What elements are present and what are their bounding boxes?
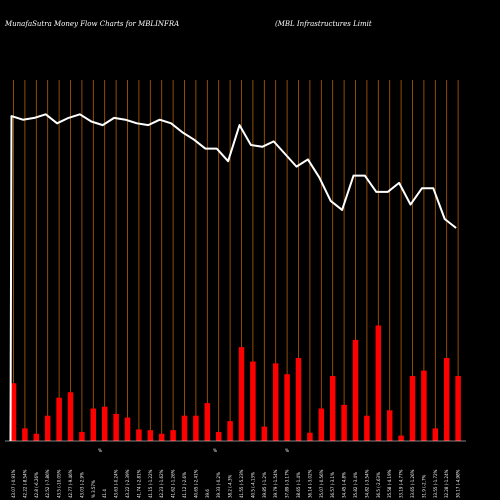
tick-label: 36.14 (-3.02% (307, 469, 312, 498)
bar (295, 357, 302, 441)
tick-label: 30.17 (-4.98% (456, 469, 461, 498)
bar (227, 421, 233, 441)
bar (329, 376, 336, 441)
bar (56, 397, 62, 441)
x-axis-tick-labels: 43.07 (-0.91% 42.22 (-8.54% 42.8 (-6.26% 42… (11, 469, 461, 498)
bar (67, 392, 74, 441)
bar (193, 415, 199, 441)
center-marker: % (213, 448, 217, 453)
volume-bars (10, 325, 461, 441)
bar (364, 415, 370, 441)
bar (443, 357, 450, 441)
tick-label: 34.45 (-4.8% (342, 472, 347, 498)
tick-label: 32.28 (-1.24% (444, 469, 449, 498)
bar (375, 325, 382, 441)
tick-label: 41.15 (-1.22% (148, 469, 153, 498)
bar (147, 430, 154, 441)
bar (455, 376, 461, 441)
tick-label: 43.03 (-2.9% (79, 472, 84, 498)
tick-label: 43.5 (-10.05% (57, 469, 62, 498)
bar (22, 428, 28, 441)
bar (204, 403, 211, 441)
price-line (9, 113, 457, 442)
bar (250, 361, 256, 441)
bar (261, 426, 268, 441)
bar (215, 431, 222, 441)
center-markers: %%% (98, 448, 289, 453)
tick-label: 42.77 (-9.46% (68, 469, 73, 498)
bar (44, 415, 51, 441)
tick-label: 39.33 (-0.2% (216, 472, 221, 498)
chart-title: MunafaSutra Money Flow Charts for MBLINF… (4, 20, 179, 28)
bar (421, 370, 427, 441)
tick-label: 37.89 (-3.17% (285, 469, 290, 498)
tick-label: 42.52 (-7.86% (45, 469, 50, 498)
bar (158, 433, 165, 441)
bar (136, 429, 142, 441)
tick-label: 39.6 (205, 489, 210, 498)
tick-label: 42.8 (-6.26% (34, 472, 39, 498)
bar (113, 413, 119, 441)
bar (170, 430, 176, 441)
tick-label: 33.55 (-1.72% (433, 469, 438, 498)
bar (386, 410, 393, 441)
tick-label: 35.82 (-3.4% (353, 472, 358, 498)
bar (352, 339, 359, 441)
tick-label: 40.5 (-4.13% (250, 472, 255, 498)
tick-label: 41.62 (-1.26% (171, 469, 176, 498)
tick-label: 42.23 (-1.62% (159, 469, 164, 498)
tick-label: 39.85 (-1.2% (262, 472, 267, 498)
tick-label: 34.82 (-3.54% (364, 469, 369, 498)
tick-label: 41.4 (102, 489, 107, 498)
tick-label: 33.65 (-1.26% (410, 469, 415, 498)
tick-label: 41.74 (-2.81% (136, 469, 141, 498)
bar (272, 363, 279, 441)
tick-label: 35.07 (-0.56% (319, 469, 324, 498)
bar (398, 435, 404, 441)
tick-label: 36.57 (-3.1% (330, 472, 335, 498)
bar (181, 415, 188, 441)
tick-label: 40.65 (-2.41% (193, 469, 198, 498)
tick-label: 33.19 (-4.77% (399, 469, 404, 498)
tick-label: 43.07 (-0.91% (11, 469, 16, 498)
bar (307, 432, 313, 441)
tick-label: 36.5 (-2.63% (376, 472, 381, 498)
tick-label: 41.55 (-5.23% (239, 469, 244, 498)
tick-label: 42.22 (-8.54% (22, 469, 27, 498)
tick-label: 43.22 (-2.39% (125, 469, 130, 498)
bar (79, 431, 85, 441)
bar (90, 408, 97, 441)
bar (33, 433, 40, 441)
bar (341, 404, 347, 441)
center-marker: % (285, 448, 289, 453)
bar (318, 408, 325, 441)
bar (124, 417, 131, 441)
tick-label: 41.12 (-2.6% (182, 472, 187, 498)
bar (284, 374, 290, 441)
bar (432, 428, 439, 441)
bar (409, 376, 416, 441)
tick-label: % 3.57% (91, 480, 96, 498)
tick-label: 43.63 (-0.24% (114, 469, 119, 498)
tick-label: 38.65 (-1.4% (296, 472, 301, 498)
tick-label: 38.2 (-4.3% (228, 474, 233, 498)
bar (101, 406, 108, 441)
bar (238, 347, 245, 441)
tick-label: 35.58 (-4.19% (387, 469, 392, 498)
tick-label: 31.9 (-2.7% (421, 474, 426, 498)
chart-subtitle: (MBL Infrastructures Limit (275, 20, 372, 28)
bar (10, 383, 17, 441)
center-marker: % (98, 448, 102, 453)
tick-label: 39.79 (-1.54% (273, 469, 278, 498)
